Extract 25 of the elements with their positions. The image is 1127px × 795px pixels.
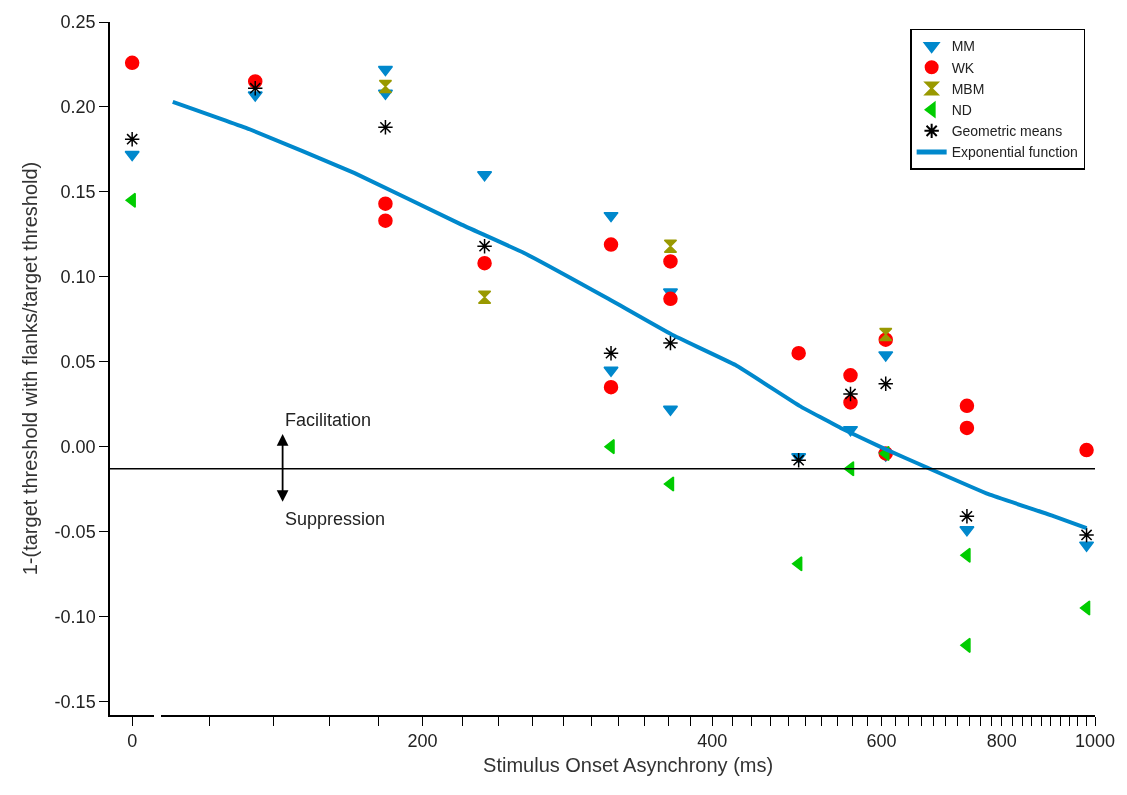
y-tick-label: 0.15 (60, 182, 96, 203)
y-tick-label: 0.05 (60, 352, 96, 373)
y-tick-label: 0.10 (60, 267, 96, 288)
y-tick-label: 0.25 (60, 12, 96, 33)
legend-label: ND (951, 102, 972, 119)
x-tick-label: 1000 (1074, 731, 1116, 752)
legend-label: Exponential function (951, 144, 1078, 161)
x-tick-label: 600 (866, 731, 897, 752)
y-axis-title: 1-(target threshold with flanks/target threshold) (18, 161, 41, 576)
legend-label: Geometric means (951, 123, 1063, 140)
x-axis-title: Stimulus Onset Asynchrony (ms) (483, 754, 774, 777)
legend-label: MM (951, 38, 975, 55)
x-tick-label: 0 (127, 731, 138, 752)
x-tick-label: 200 (407, 731, 438, 752)
x-tick-label: 800 (986, 731, 1017, 752)
legend-label: WK (951, 59, 975, 76)
legend-label: MBM (951, 80, 985, 97)
y-tick-label: 0.20 (60, 97, 96, 118)
annotation: Facilitation (285, 410, 372, 430)
y-tick-label: 0.00 (60, 436, 96, 457)
y-tick-label: -0.05 (54, 521, 96, 542)
y-tick-label: -0.15 (54, 691, 96, 712)
x-tick-label: 400 (697, 731, 728, 752)
annotation: Suppression (285, 509, 386, 529)
y-tick-label: -0.10 (54, 606, 96, 627)
